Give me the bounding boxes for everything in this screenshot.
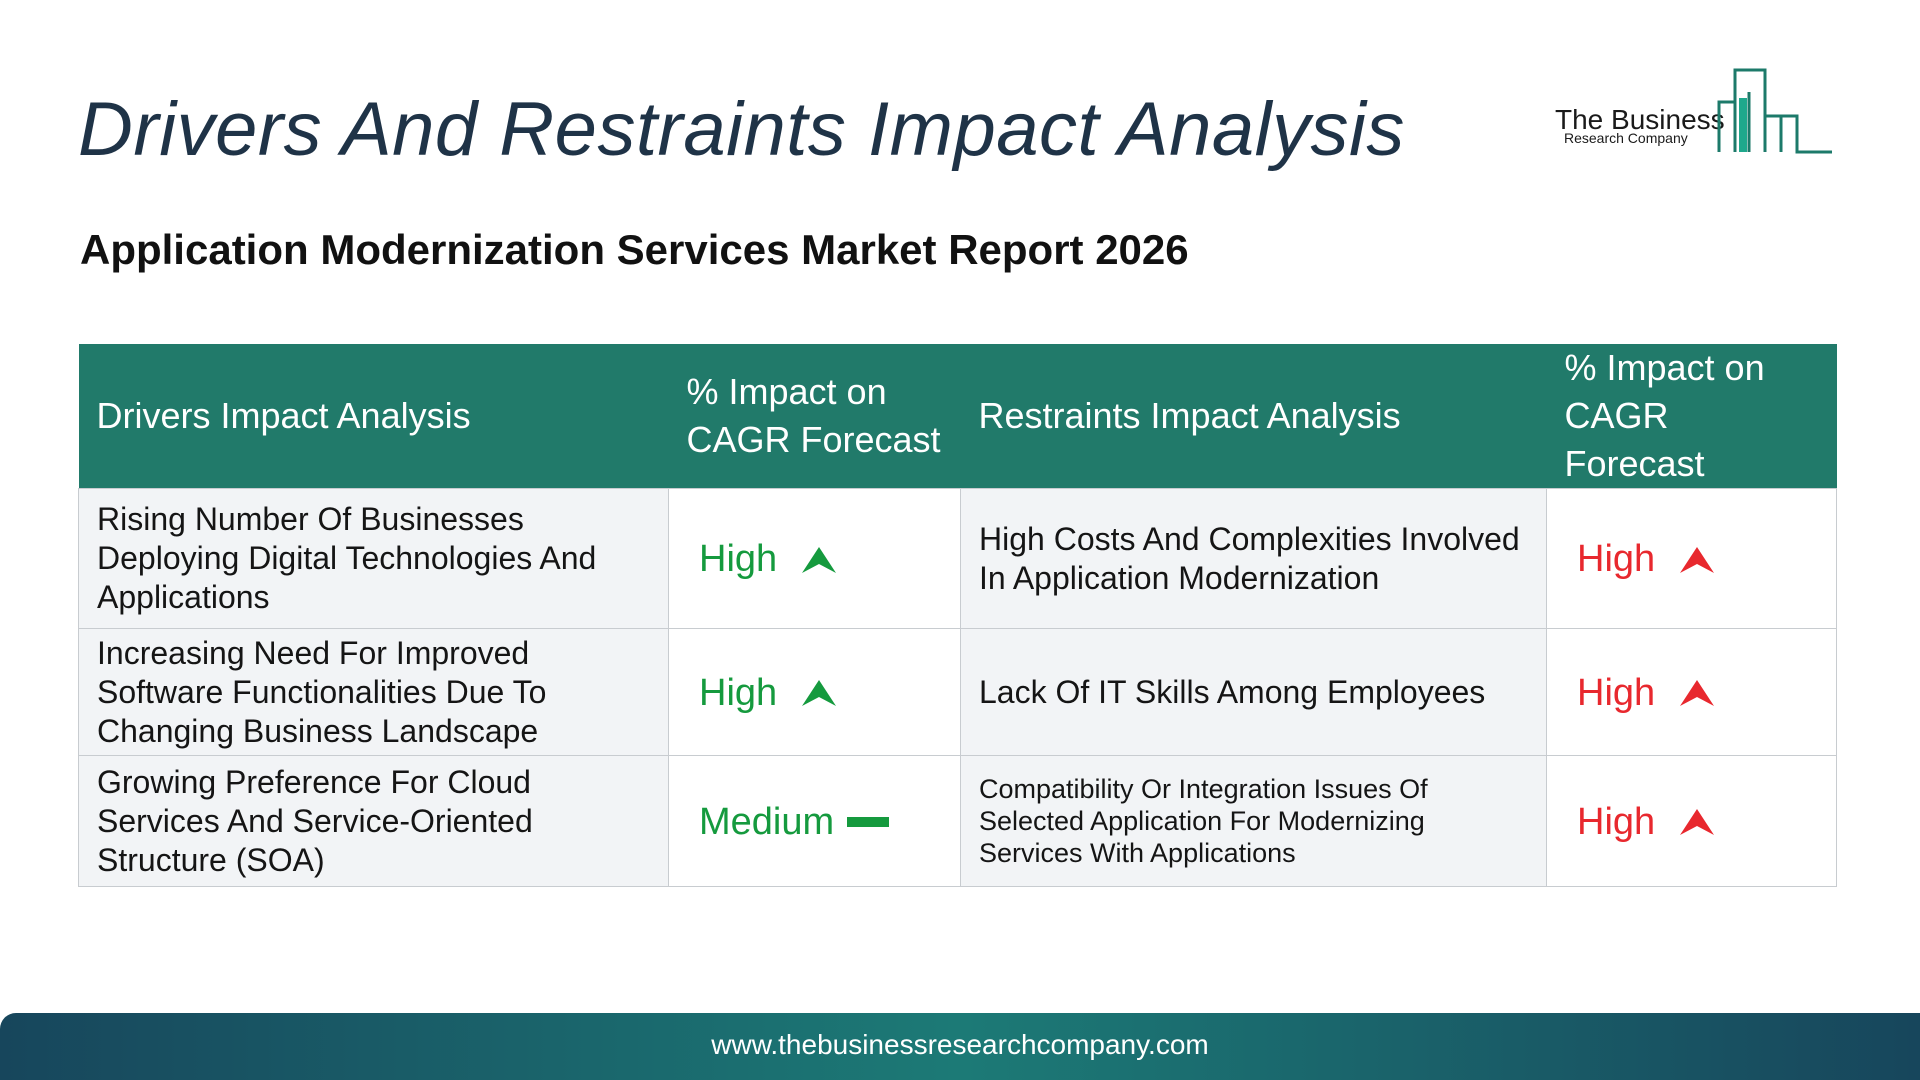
logo-line-1: The Business xyxy=(1555,104,1725,135)
restraint-impact-level: High xyxy=(1577,800,1656,843)
bar-chart-logo-icon xyxy=(1717,68,1832,154)
header-drivers: Drivers Impact Analysis xyxy=(78,344,669,489)
driver-impact-level: High xyxy=(699,538,778,581)
restraint-impact-cell: High xyxy=(1546,628,1837,756)
driver-impact-level: High xyxy=(699,671,778,714)
restraint-cell: High Costs And Complexities Involved In … xyxy=(960,488,1547,629)
footer-bar: www.thebusinessresearchcompany.com xyxy=(0,1013,1920,1080)
driver-impact-level: Medium xyxy=(699,800,835,843)
restraint-cell: Lack Of IT Skills Among Employees xyxy=(960,628,1547,756)
driver-impact-cell: High xyxy=(668,628,961,756)
report-subtitle: Application Modernization Services Marke… xyxy=(80,226,1189,273)
logo-line-2: Research Company xyxy=(1564,130,1688,146)
table-row: Increasing Need For Improved Software Fu… xyxy=(78,628,1837,756)
table-row: Growing Preference For Cloud Services An… xyxy=(78,755,1837,887)
table-row: Rising Number Of Businesses Deploying Di… xyxy=(78,488,1837,629)
up-arrow-icon xyxy=(1680,680,1715,707)
restraint-impact-cell: High xyxy=(1546,488,1837,629)
driver-cell: Growing Preference For Cloud Services An… xyxy=(78,755,669,887)
up-arrow-icon xyxy=(1680,546,1715,573)
restraint-impact-level: High xyxy=(1577,671,1656,714)
driver-cell: Increasing Need For Improved Software Fu… xyxy=(78,628,669,756)
company-logo: The Business Research Company xyxy=(1555,68,1835,158)
dash-icon xyxy=(847,817,890,828)
up-arrow-icon xyxy=(1680,809,1715,836)
header-restraints-impact: % Impact on CAGR Forecast xyxy=(1546,344,1837,489)
up-arrow-icon xyxy=(802,546,837,573)
table-header-row: Drivers Impact Analysis % Impact on CAGR… xyxy=(78,344,1837,489)
restraint-cell: Compatibility Or Integration Issues Of S… xyxy=(960,755,1547,887)
up-arrow-icon xyxy=(802,680,837,707)
restraint-impact-level: High xyxy=(1577,538,1656,581)
driver-cell: Rising Number Of Businesses Deploying Di… xyxy=(78,488,669,629)
header-drivers-impact: % Impact on CAGR Forecast xyxy=(668,344,961,489)
page-title: Drivers And Restraints Impact Analysis xyxy=(78,87,1405,172)
impact-table: Drivers Impact Analysis % Impact on CAGR… xyxy=(78,344,1837,887)
driver-impact-cell: Medium xyxy=(668,755,961,887)
footer-url[interactable]: www.thebusinessresearchcompany.com xyxy=(711,1029,1209,1060)
restraint-impact-cell: High xyxy=(1546,755,1837,887)
header-restraints: Restraints Impact Analysis xyxy=(960,344,1547,489)
driver-impact-cell: High xyxy=(668,488,961,629)
